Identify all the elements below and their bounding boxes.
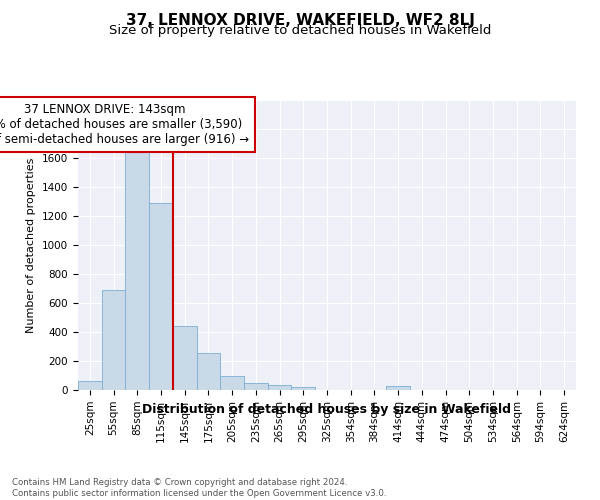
Text: Size of property relative to detached houses in Wakefield: Size of property relative to detached ho… <box>109 24 491 37</box>
Bar <box>220 376 244 390</box>
Bar <box>197 353 220 390</box>
Bar <box>386 386 410 390</box>
Bar <box>173 326 197 390</box>
Text: 37 LENNOX DRIVE: 143sqm
← 79% of detached houses are smaller (3,590)
20% of semi: 37 LENNOX DRIVE: 143sqm ← 79% of detache… <box>0 103 249 146</box>
Bar <box>125 152 149 390</box>
Text: 37, LENNOX DRIVE, WAKEFIELD, WF2 8LJ: 37, LENNOX DRIVE, WAKEFIELD, WF2 8LJ <box>125 12 475 28</box>
Bar <box>268 386 292 390</box>
Bar <box>102 290 125 390</box>
Bar <box>292 387 315 390</box>
Bar <box>78 380 102 390</box>
Bar <box>149 203 173 390</box>
Bar <box>244 383 268 390</box>
Text: Distribution of detached houses by size in Wakefield: Distribution of detached houses by size … <box>143 402 511 415</box>
Text: Contains HM Land Registry data © Crown copyright and database right 2024.
Contai: Contains HM Land Registry data © Crown c… <box>12 478 386 498</box>
Y-axis label: Number of detached properties: Number of detached properties <box>26 158 37 332</box>
